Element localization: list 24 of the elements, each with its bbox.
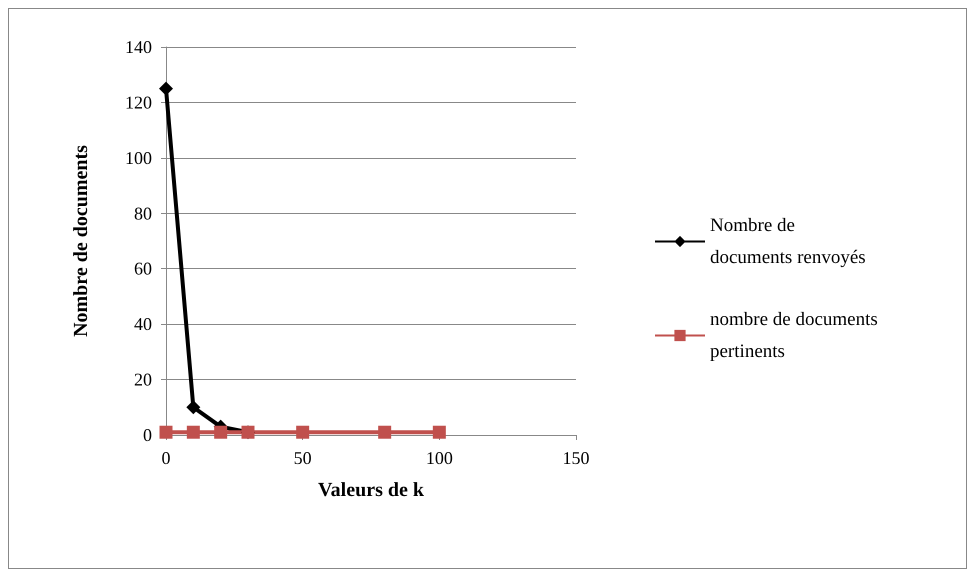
y-tick-label: 100 [125,148,152,168]
point [186,426,200,439]
point [214,426,228,439]
x-tick-label: 50 [294,448,312,468]
y-tick-label: 40 [134,314,152,334]
y-tick-label: 120 [125,92,152,112]
x-axis-title: Valeurs de k [318,479,425,501]
y-tick-label: 80 [134,203,152,224]
point [378,426,392,439]
y-axis-title: Nombre de documents [70,144,92,337]
x-tick-label: 150 [562,448,590,468]
y-tick-label: 0 [143,425,152,445]
x-tick-label: 100 [426,448,453,468]
point [296,426,310,439]
x-tick-label: 0 [162,448,170,468]
y-tick-label: 60 [134,258,152,279]
y-tick-label: 20 [134,370,152,390]
point [160,426,172,439]
legend-label: nombre de documents pertinents [710,309,878,362]
point [159,82,173,96]
y-tick-label: 140 [125,37,152,57]
legend-label: Nombre de documents renvoyés [710,215,866,268]
point [186,400,200,414]
point [432,426,446,439]
